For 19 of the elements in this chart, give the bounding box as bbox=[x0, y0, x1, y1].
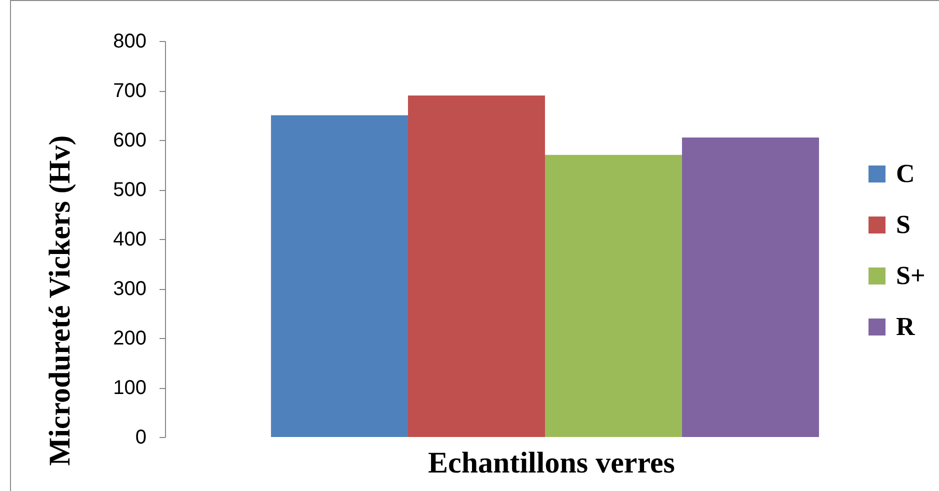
y-tick-label: 500 bbox=[113, 179, 146, 201]
bar bbox=[544, 154, 682, 437]
legend-label: S bbox=[896, 210, 910, 239]
legend-label: S+ bbox=[896, 261, 926, 290]
legend-label: R bbox=[896, 312, 915, 341]
y-tick-label: 700 bbox=[113, 80, 146, 102]
bar bbox=[270, 115, 408, 437]
y-tick-label: 0 bbox=[135, 426, 146, 448]
x-axis-title: Echantillons verres bbox=[428, 446, 675, 480]
legend-label: C bbox=[896, 159, 915, 188]
bar bbox=[408, 95, 545, 437]
y-tick-label: 400 bbox=[113, 228, 146, 250]
y-tick-label: 600 bbox=[113, 130, 146, 152]
y-tick-label: 200 bbox=[113, 328, 146, 350]
y-tick-label: 100 bbox=[113, 377, 146, 399]
bar bbox=[682, 138, 819, 437]
y-tick-label: 800 bbox=[113, 30, 146, 52]
y-axis-title: Microdureté Vickers (Hv) bbox=[44, 135, 76, 466]
y-tick-label: 300 bbox=[113, 278, 146, 300]
